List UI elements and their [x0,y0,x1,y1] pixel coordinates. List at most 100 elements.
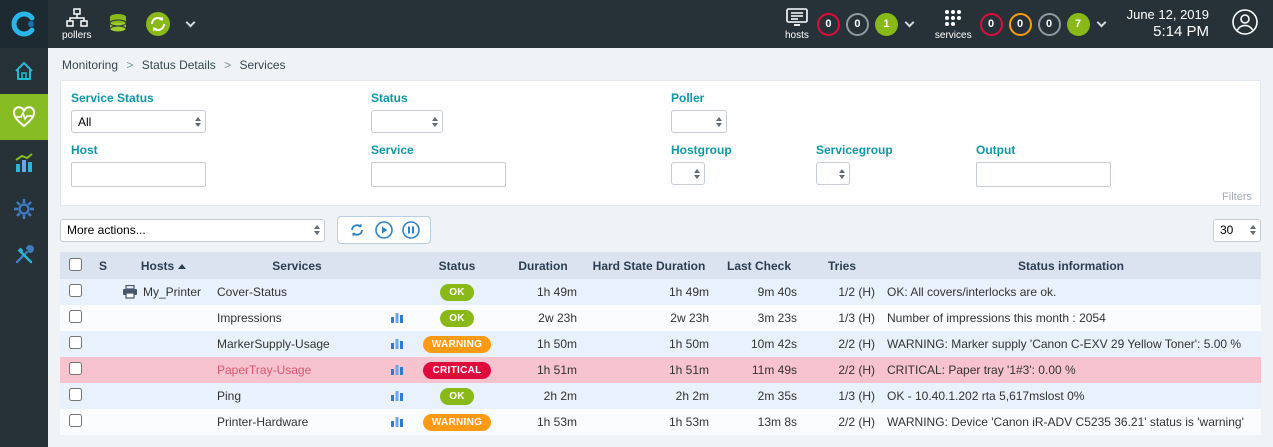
status-information-cell: OK - 10.40.1.202 rta 5,617mslost 0% [887,389,1085,403]
service-cell[interactable]: Impressions [217,311,282,325]
col-header-status[interactable]: Status [411,252,503,279]
services-status-group[interactable]: services 0 0 0 7 [935,8,1107,41]
graph-cell[interactable] [383,383,411,409]
service-cell[interactable]: Ping [217,389,242,403]
services-warning-count[interactable]: 0 [1008,12,1032,36]
host-name[interactable]: My_Printer [143,285,202,299]
hosts-up-count[interactable]: 1 [874,12,898,36]
breadcrumb-item-monitoring[interactable]: Monitoring [62,58,119,72]
duration-cell: 1h 49m [536,285,577,299]
user-menu[interactable] [1231,8,1259,41]
tries-cell: 2/2 (H) [838,337,875,351]
graph-cell[interactable] [383,331,411,357]
servicegroup-select[interactable] [816,162,850,185]
pollers-menu[interactable]: pollers [62,7,91,41]
hosts-menu[interactable]: hosts [785,7,809,41]
more-actions-select[interactable]: More actions... [60,218,325,242]
col-header-status-information[interactable]: Status information [881,252,1261,279]
col-header-severity[interactable]: S [90,252,116,279]
hard-state-duration-cell: 1h 51m [668,363,709,377]
services-menu[interactable]: services [935,8,972,41]
administration-tools-icon [15,245,34,264]
services-chevron-down-icon[interactable] [1096,17,1107,28]
severity-cell [90,331,116,357]
col-header-tries[interactable]: Tries [803,252,881,279]
service-cell[interactable]: PaperTray-Usage [217,363,312,377]
table-row: Printer-Hardware WARNING 1h 53m 1h 53m 1… [60,409,1261,435]
host-cell [116,409,211,435]
host-label: Host [71,143,98,157]
hosts-status-group[interactable]: hosts 0 0 1 [785,7,915,41]
service-status-select[interactable]: All [71,110,206,133]
graph-icon [391,364,403,375]
pause-button[interactable] [401,220,421,240]
last-check-cell: 10m 42s [750,337,797,351]
duration-cell: 1h 50m [536,337,577,351]
host-input[interactable] [71,162,206,187]
severity-cell [90,357,116,383]
pollers-chevron-down-icon[interactable] [186,17,196,28]
service-cell[interactable]: Printer-Hardware [217,415,309,429]
services-unknown-count[interactable]: 0 [1037,12,1061,36]
row-checkbox[interactable] [68,362,82,375]
table-header-row: S Hosts Services Status Duration Hard St… [60,252,1261,279]
graph-cell[interactable] [383,305,411,331]
service-cell[interactable]: MarkerSupply-Usage [217,337,330,351]
hostgroup-select[interactable] [671,162,705,185]
play-button[interactable] [374,220,394,240]
current-time: 5:14 PM [1153,22,1209,40]
graph-cell[interactable] [383,409,411,435]
platform-status[interactable] [145,11,171,37]
row-checkbox[interactable] [68,336,82,349]
select-all-checkbox[interactable] [68,257,82,271]
row-checkbox[interactable] [68,310,82,323]
refresh-icon [351,223,363,237]
hosts-down-count[interactable]: 0 [816,12,840,36]
status-cell: CRITICAL [411,357,503,383]
status-cell: WARNING [411,331,503,357]
status-select[interactable] [371,110,443,133]
graph-cell[interactable] [383,357,411,383]
service-input[interactable] [371,162,506,187]
col-header-hosts[interactable]: Hosts [116,252,211,279]
status-information-cell: OK: All covers/interlocks are ok. [887,285,1057,299]
sidebar-item-configuration[interactable] [0,186,48,232]
host-cell[interactable]: My_Printer [116,279,211,305]
hard-state-duration-cell: 2h 2m [675,389,709,403]
col-header-hard-state-duration[interactable]: Hard State Duration [583,252,715,279]
service-cell[interactable]: Cover-Status [217,285,288,299]
graph-icon [391,312,403,323]
hosts-unreachable-count[interactable]: 0 [845,12,869,36]
services-ok-count[interactable]: 7 [1066,12,1090,36]
hard-state-duration-cell: 1h 53m [668,415,709,429]
sidebar-item-monitoring[interactable] [0,94,48,140]
configuration-gear-icon [14,199,34,219]
hosts-chevron-down-icon[interactable] [904,17,915,28]
row-checkbox[interactable] [68,414,82,427]
refresh-button[interactable] [347,220,367,240]
filters-collapse-toggle[interactable]: Filters [1222,191,1252,203]
sidebar-item-administration[interactable] [0,232,48,278]
severity-cell [90,279,116,305]
database-status[interactable] [107,12,129,36]
sidebar-item-home[interactable] [0,48,48,94]
last-check-cell: 11m 49s [751,363,797,377]
row-checkbox[interactable] [68,284,82,297]
hosts-header-label: Hosts [140,258,175,273]
tries-cell: 1/2 (H) [838,285,875,299]
breadcrumb-item-status-details[interactable]: Status Details [141,58,216,72]
breadcrumb-item-services[interactable]: Services [239,58,286,72]
centreon-logo[interactable] [0,0,48,48]
play-icon [375,221,393,239]
sidebar-item-reporting[interactable] [0,140,48,186]
database-icon [109,14,127,33]
col-header-services[interactable]: Services [211,252,383,279]
col-header-duration[interactable]: Duration [503,252,583,279]
col-header-last-check[interactable]: Last Check [715,252,803,279]
row-checkbox[interactable] [68,388,82,401]
poller-select[interactable] [671,110,727,133]
page-size-select[interactable]: 30 [1213,218,1261,242]
output-input[interactable] [976,162,1111,187]
breadcrumb-separator: > [224,58,232,72]
services-critical-count[interactable]: 0 [979,12,1003,36]
